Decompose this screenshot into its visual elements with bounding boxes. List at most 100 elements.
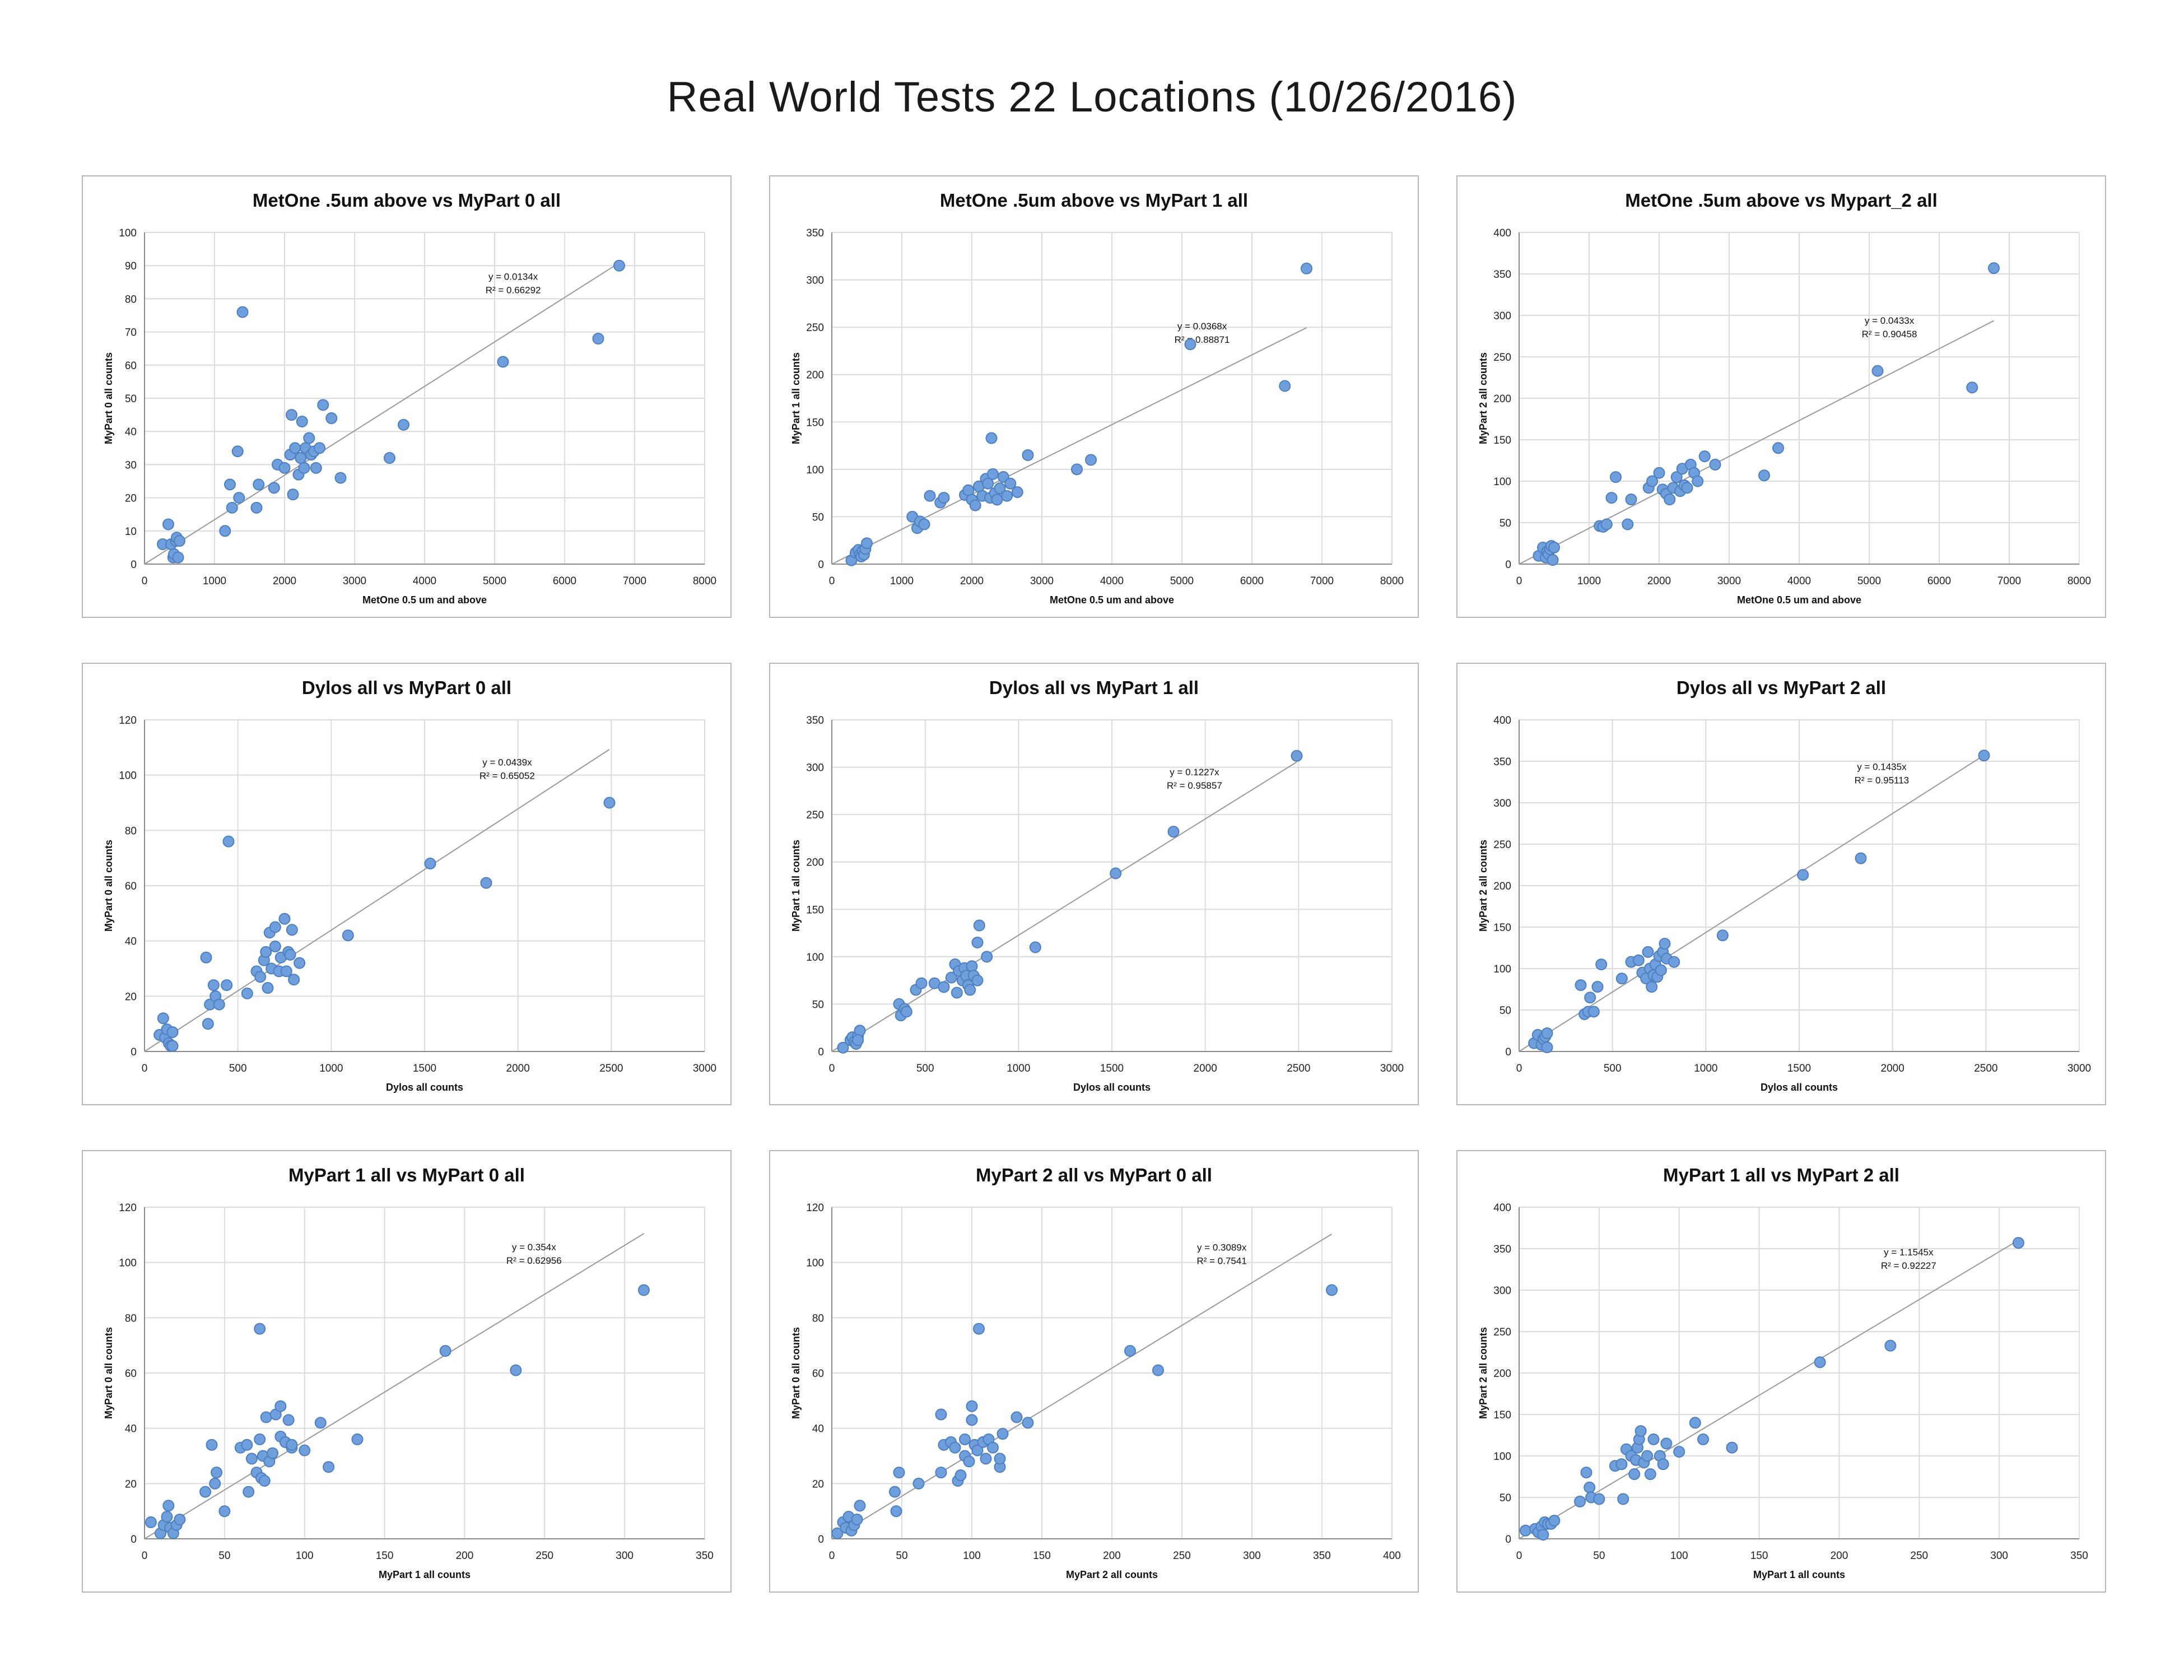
data-point: [1547, 554, 1559, 566]
x-tick-label: 100: [1670, 1550, 1688, 1562]
y-axis-label: MyPart 0 all counts: [103, 840, 114, 932]
y-axis-label: MyPart 2 all counts: [1478, 1327, 1489, 1419]
x-tick-label: 1500: [1100, 1063, 1124, 1074]
data-point: [286, 924, 298, 936]
y-tick-label: 120: [806, 1202, 824, 1214]
y-tick-label: 50: [812, 511, 824, 523]
x-tick-label: 200: [1103, 1550, 1121, 1562]
data-point: [162, 518, 174, 530]
trendline: [1519, 755, 1985, 1052]
y-tick-label: 250: [806, 809, 824, 821]
y-tick-label: 100: [119, 770, 137, 782]
data-point: [1029, 941, 1041, 953]
data-point: [218, 1505, 231, 1518]
data-point: [1664, 494, 1676, 506]
data-point: [1541, 1027, 1553, 1039]
x-tick-label: 2500: [599, 1063, 623, 1074]
y-tick-label: 20: [812, 1478, 824, 1490]
data-point: [918, 518, 930, 530]
data-point: [1655, 964, 1667, 976]
y-tick-label: 40: [125, 1423, 137, 1435]
data-point: [323, 1461, 335, 1473]
data-point: [1584, 992, 1596, 1004]
data-point: [1716, 929, 1729, 942]
x-tick-label: 3000: [343, 575, 366, 587]
y-tick-label: 350: [1493, 1244, 1511, 1255]
x-axis-label: MyPart 2 all counts: [1066, 1569, 1158, 1580]
data-point: [1548, 1514, 1561, 1527]
data-point: [831, 1527, 844, 1539]
data-point: [1855, 852, 1867, 864]
gridlines: [144, 232, 705, 565]
x-tick-label: 8000: [2067, 575, 2091, 587]
data-point: [241, 1439, 253, 1451]
data-point: [912, 1477, 925, 1490]
data-point: [284, 948, 296, 961]
data-point: [966, 960, 978, 972]
x-tick-label: 2000: [1194, 1063, 1217, 1074]
x-tick-label: 150: [376, 1550, 394, 1562]
trendline: [1519, 1240, 2019, 1539]
data-point: [949, 1441, 961, 1454]
data-point: [310, 462, 322, 474]
data-point: [851, 1513, 863, 1525]
y-tick-label: 250: [1493, 1327, 1511, 1338]
data-point: [274, 1400, 287, 1412]
trendline-r-squared: R² = 0.90458: [1862, 329, 1917, 339]
data-point: [1595, 958, 1608, 971]
data-point: [1647, 1433, 1660, 1445]
x-tick-label: 8000: [693, 575, 716, 587]
chart-panel-1: 0 1000 2000 3000 4000 5000 6000 7000 8000 0 10 20 30…: [82, 175, 732, 618]
data-point: [439, 1345, 451, 1357]
data-point: [1634, 1425, 1647, 1437]
y-tick-label: 150: [806, 904, 824, 916]
x-tick-label: 0: [1516, 575, 1522, 587]
x-tick-label: 1000: [1007, 1063, 1030, 1074]
data-point: [945, 971, 957, 984]
data-point: [971, 1444, 984, 1456]
y-tick-label: 40: [125, 426, 137, 438]
y-tick-label: 0: [818, 1534, 824, 1546]
y-tick-label: 100: [119, 227, 137, 239]
x-tick-label: 0: [829, 1063, 835, 1074]
data-point: [278, 913, 291, 925]
y-axis-label: MyPart 2 all counts: [1478, 840, 1489, 932]
data-point: [985, 432, 998, 444]
scatter-chart-2: 0 1000 2000 3000 4000 5000 6000 7000 8000 0 50 100 1…: [790, 190, 1404, 606]
data-point: [1615, 1458, 1628, 1470]
x-tick-label: 100: [963, 1550, 981, 1562]
chart-title: Dylos all vs MyPart 1 all: [989, 677, 1199, 698]
data-point: [1657, 1458, 1669, 1470]
x-tick-label: 1000: [1694, 1063, 1717, 1074]
y-tick-label: 0: [818, 559, 824, 571]
data-point: [991, 494, 1003, 506]
x-tick-label: 5000: [1170, 575, 1194, 587]
data-point: [206, 1439, 218, 1451]
data-point: [1628, 1468, 1641, 1481]
scatter-chart-7: 0 50 100 150 200 250 300 350 0 20 40 60 80 100 120 MyPa…: [103, 1165, 714, 1580]
y-axis-label: MyPart 2 all counts: [1478, 352, 1489, 444]
data-points: [845, 262, 1312, 566]
data-point: [174, 535, 185, 547]
x-tick-label: 2000: [1881, 1063, 1904, 1074]
y-tick-label: 0: [131, 1534, 137, 1546]
y-tick-label: 200: [806, 857, 824, 869]
x-tick-label: 8000: [1380, 575, 1404, 587]
y-tick-label: 100: [806, 464, 824, 476]
data-point: [1698, 450, 1711, 463]
data-point: [861, 537, 873, 550]
y-tick-label: 90: [125, 260, 137, 272]
data-point: [1575, 979, 1587, 992]
x-tick-label: 1000: [203, 575, 226, 587]
y-tick-label: 80: [125, 1313, 137, 1324]
scatter-chart-3: 0 1000 2000 3000 4000 5000 6000 7000 8000 0 50 100 1…: [1478, 190, 2091, 606]
data-point: [1291, 750, 1303, 762]
data-point: [342, 929, 354, 942]
x-tick-label: 6000: [553, 575, 576, 587]
chart-title: Dylos all vs MyPart 0 all: [302, 677, 511, 698]
data-point: [981, 951, 993, 963]
data-point: [1004, 477, 1017, 490]
data-point: [250, 501, 263, 514]
x-tick-label: 50: [218, 1550, 230, 1562]
data-point: [224, 478, 236, 491]
